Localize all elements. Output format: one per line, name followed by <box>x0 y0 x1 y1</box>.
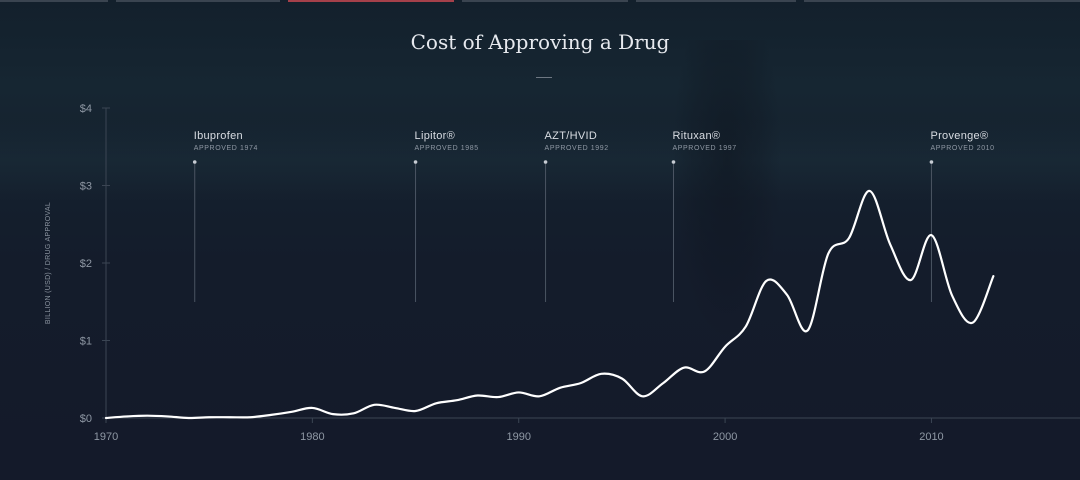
axes: $0 $1 $2 $3 $4 1970 1980 1990 2000 2010 <box>80 103 1080 443</box>
top-tab[interactable] <box>636 0 796 2</box>
top-progress-tabs <box>0 0 1080 3</box>
annotation[interactable]: Rituxan® APPROVED 1997 <box>671 130 737 302</box>
y-tick-label: $3 <box>80 181 92 193</box>
annotation-date: APPROVED 1997 <box>673 145 737 152</box>
annotation-dot <box>543 160 548 164</box>
annotation-label: AZT/HVID <box>545 130 598 142</box>
annotation-label: Lipitor® <box>415 130 455 142</box>
annotation-label: Rituxan® <box>673 130 721 142</box>
y-tick-label: $0 <box>80 413 92 425</box>
annotation-date: APPROVED 2010 <box>930 145 994 152</box>
y-axis-label: BILLION (USD) / DRUG APPROVAL <box>45 202 52 324</box>
annotation-date: APPROVED 1992 <box>545 145 609 152</box>
x-tick-label: 1990 <box>506 431 530 443</box>
annotation-label: Ibuprofen <box>194 130 243 142</box>
series-line <box>104 189 995 420</box>
x-tick-label: 2000 <box>713 431 737 443</box>
top-tab[interactable] <box>0 0 108 2</box>
top-tab[interactable] <box>462 0 628 2</box>
y-tick-label: $2 <box>80 258 92 270</box>
annotation-dot <box>671 160 676 164</box>
x-tick-label: 1980 <box>300 431 324 443</box>
annotation[interactable]: AZT/HVID APPROVED 1992 <box>543 130 609 302</box>
annotation[interactable]: Lipitor® APPROVED 1985 <box>413 130 479 302</box>
annotation-label: Provenge® <box>930 130 988 142</box>
annotation[interactable]: Provenge® APPROVED 2010 <box>929 130 995 302</box>
top-tab-active[interactable] <box>288 0 454 2</box>
annotation[interactable]: Ibuprofen APPROVED 1974 <box>192 130 258 302</box>
annotation-dot <box>413 160 418 164</box>
top-tab[interactable] <box>804 0 1080 2</box>
y-tick-label: $1 <box>80 336 92 348</box>
y-tick-label: $4 <box>80 103 92 115</box>
title-divider <box>536 77 552 78</box>
background-horizon <box>0 120 1080 200</box>
series-group <box>104 189 995 420</box>
annotations: Ibuprofen APPROVED 1974 Lipitor® APPROVED 1… <box>192 130 995 302</box>
chart-title: Cost of Approving a Drug <box>410 30 670 54</box>
annotation-dot <box>192 160 197 164</box>
top-tab[interactable] <box>116 0 280 2</box>
annotation-date: APPROVED 1985 <box>415 145 479 152</box>
annotation-dot <box>929 160 934 164</box>
background-figure <box>672 40 782 340</box>
x-tick-label: 2010 <box>919 431 943 443</box>
annotation-date: APPROVED 1974 <box>194 145 258 152</box>
x-tick-label: 1970 <box>94 431 118 443</box>
